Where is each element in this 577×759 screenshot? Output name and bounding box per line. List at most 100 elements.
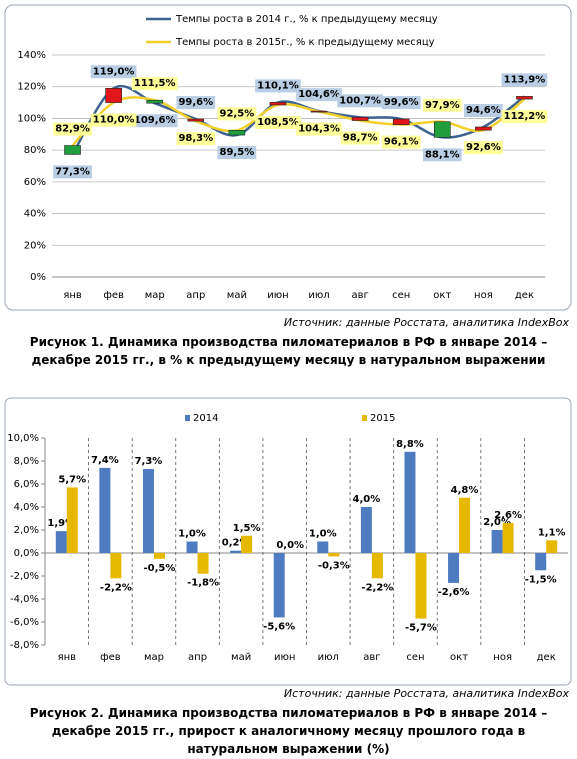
label-box (381, 135, 421, 149)
value-label: 92,6% (466, 142, 501, 153)
source: Источник: данные Росстата, аналитика Ind… (283, 316, 569, 329)
value-label: 94,6% (466, 105, 501, 116)
bar (415, 553, 427, 619)
value-label: 7,4% (91, 455, 119, 466)
x-tick-label: сен (406, 652, 424, 663)
bar (99, 467, 111, 553)
x-tick-label: фев (103, 290, 124, 301)
label-box (176, 132, 216, 146)
x-tick-label: окт (450, 652, 468, 663)
source: Источник: данные Росстата, аналитика Ind… (283, 687, 569, 700)
label-box (53, 165, 92, 179)
legend-label: Темпы роста в 2014 г., % к предыдущему м… (175, 14, 438, 25)
label-box (340, 131, 380, 145)
bar (328, 553, 340, 557)
value-label: 5,7% (58, 474, 86, 485)
value-label: 1,5% (233, 523, 261, 534)
label-box (90, 113, 137, 127)
x-tick-label: сен (392, 290, 410, 301)
value-label: 89,5% (220, 147, 255, 158)
value-label: -0,5% (144, 563, 176, 574)
x-tick-label: ноя (474, 290, 493, 301)
y-tick-label: -6,0% (10, 617, 39, 628)
label-box (422, 98, 462, 112)
label-box (337, 94, 383, 108)
x-tick-label: ноя (493, 652, 512, 663)
value-label: 96,1% (384, 137, 419, 148)
value-label: 1,1% (538, 527, 566, 538)
caption: Рисунок 2. Динамика производства пиломат… (29, 706, 548, 756)
bar (142, 469, 154, 553)
x-tick-label: авг (363, 652, 380, 663)
up-down-bar (228, 130, 246, 136)
value-label: 113,9% (504, 74, 546, 85)
legend-label: Темпы роста в 2015г., % к предыдущему ме… (175, 37, 435, 48)
y-tick-label: -2,0% (10, 571, 39, 582)
value-label: 92,5% (220, 108, 255, 119)
y-tick-label: 10,0% (7, 433, 39, 444)
up-down-bar (269, 102, 287, 106)
bar (186, 541, 198, 553)
value-label: 2,0% (483, 517, 511, 528)
label-box (501, 73, 548, 87)
bar (459, 497, 471, 553)
y-tick-label: 100% (17, 113, 46, 124)
label-box (501, 110, 548, 124)
value-label: -1,5% (525, 574, 557, 585)
up-down-bar (64, 145, 81, 155)
x-tick-label: дек (515, 290, 534, 301)
bar (448, 553, 460, 583)
value-label: 100,7% (339, 95, 381, 106)
x-tick-label: фев (100, 652, 121, 663)
bar (535, 553, 547, 571)
chart: 0% 20% 40% 60% 80% 100% 120% 140% янв фев мар апр ма… (4, 4, 572, 311)
bar (317, 541, 329, 553)
value-label: 1,0% (309, 529, 337, 540)
value-label: 77,3% (55, 166, 90, 177)
bar (110, 553, 122, 579)
label-box (90, 65, 137, 79)
value-label: 88,1% (425, 149, 460, 160)
up-down-bar (187, 118, 205, 122)
x-tick-label: май (227, 290, 247, 301)
y-tick-label: 4,0% (14, 502, 39, 513)
up-down-bar (146, 99, 164, 104)
y-tick-label: 8,0% (14, 456, 39, 467)
x-tick-label: дек (537, 652, 556, 663)
y-tick-label: 60% (24, 177, 46, 188)
x-tick-label: янв (58, 652, 77, 663)
y-tick-label: -4,0% (10, 594, 39, 605)
up-down-bar (475, 126, 492, 131)
label-box (464, 103, 503, 117)
bar (360, 507, 372, 553)
label-box (255, 79, 301, 93)
bar (273, 553, 285, 618)
bar (546, 540, 558, 553)
y-tick-label: 40% (24, 209, 46, 220)
value-label: 99,6% (384, 97, 419, 108)
bar (230, 550, 242, 553)
value-label: 2,6% (494, 510, 522, 521)
label-box (217, 146, 257, 160)
x-tick-label: июн (267, 290, 288, 301)
value-label: 1,0% (178, 529, 206, 540)
bar (241, 535, 253, 553)
label-box (176, 96, 216, 110)
x-tick-label: окт (433, 290, 451, 301)
value-label: 111,5% (134, 78, 176, 89)
x-tick-label: мар (145, 290, 165, 301)
label-box (422, 148, 462, 162)
caption: Рисунок 1. Динамика производства пиломат… (29, 335, 548, 367)
value-label: 110,0% (93, 115, 135, 126)
legend-label: 2015 (370, 413, 395, 424)
value-label: 109,6% (134, 115, 176, 126)
x-tick-label: июн (274, 652, 295, 663)
y-tick-label: 6,0% (14, 479, 39, 490)
up-down-bar (392, 118, 410, 125)
value-label: -5,7% (405, 623, 437, 634)
value-label: 108,5% (257, 117, 299, 128)
value-label: 104,6% (298, 89, 340, 100)
x-tick-label: янв (63, 290, 82, 301)
bar (371, 553, 383, 579)
label-box (296, 88, 342, 102)
